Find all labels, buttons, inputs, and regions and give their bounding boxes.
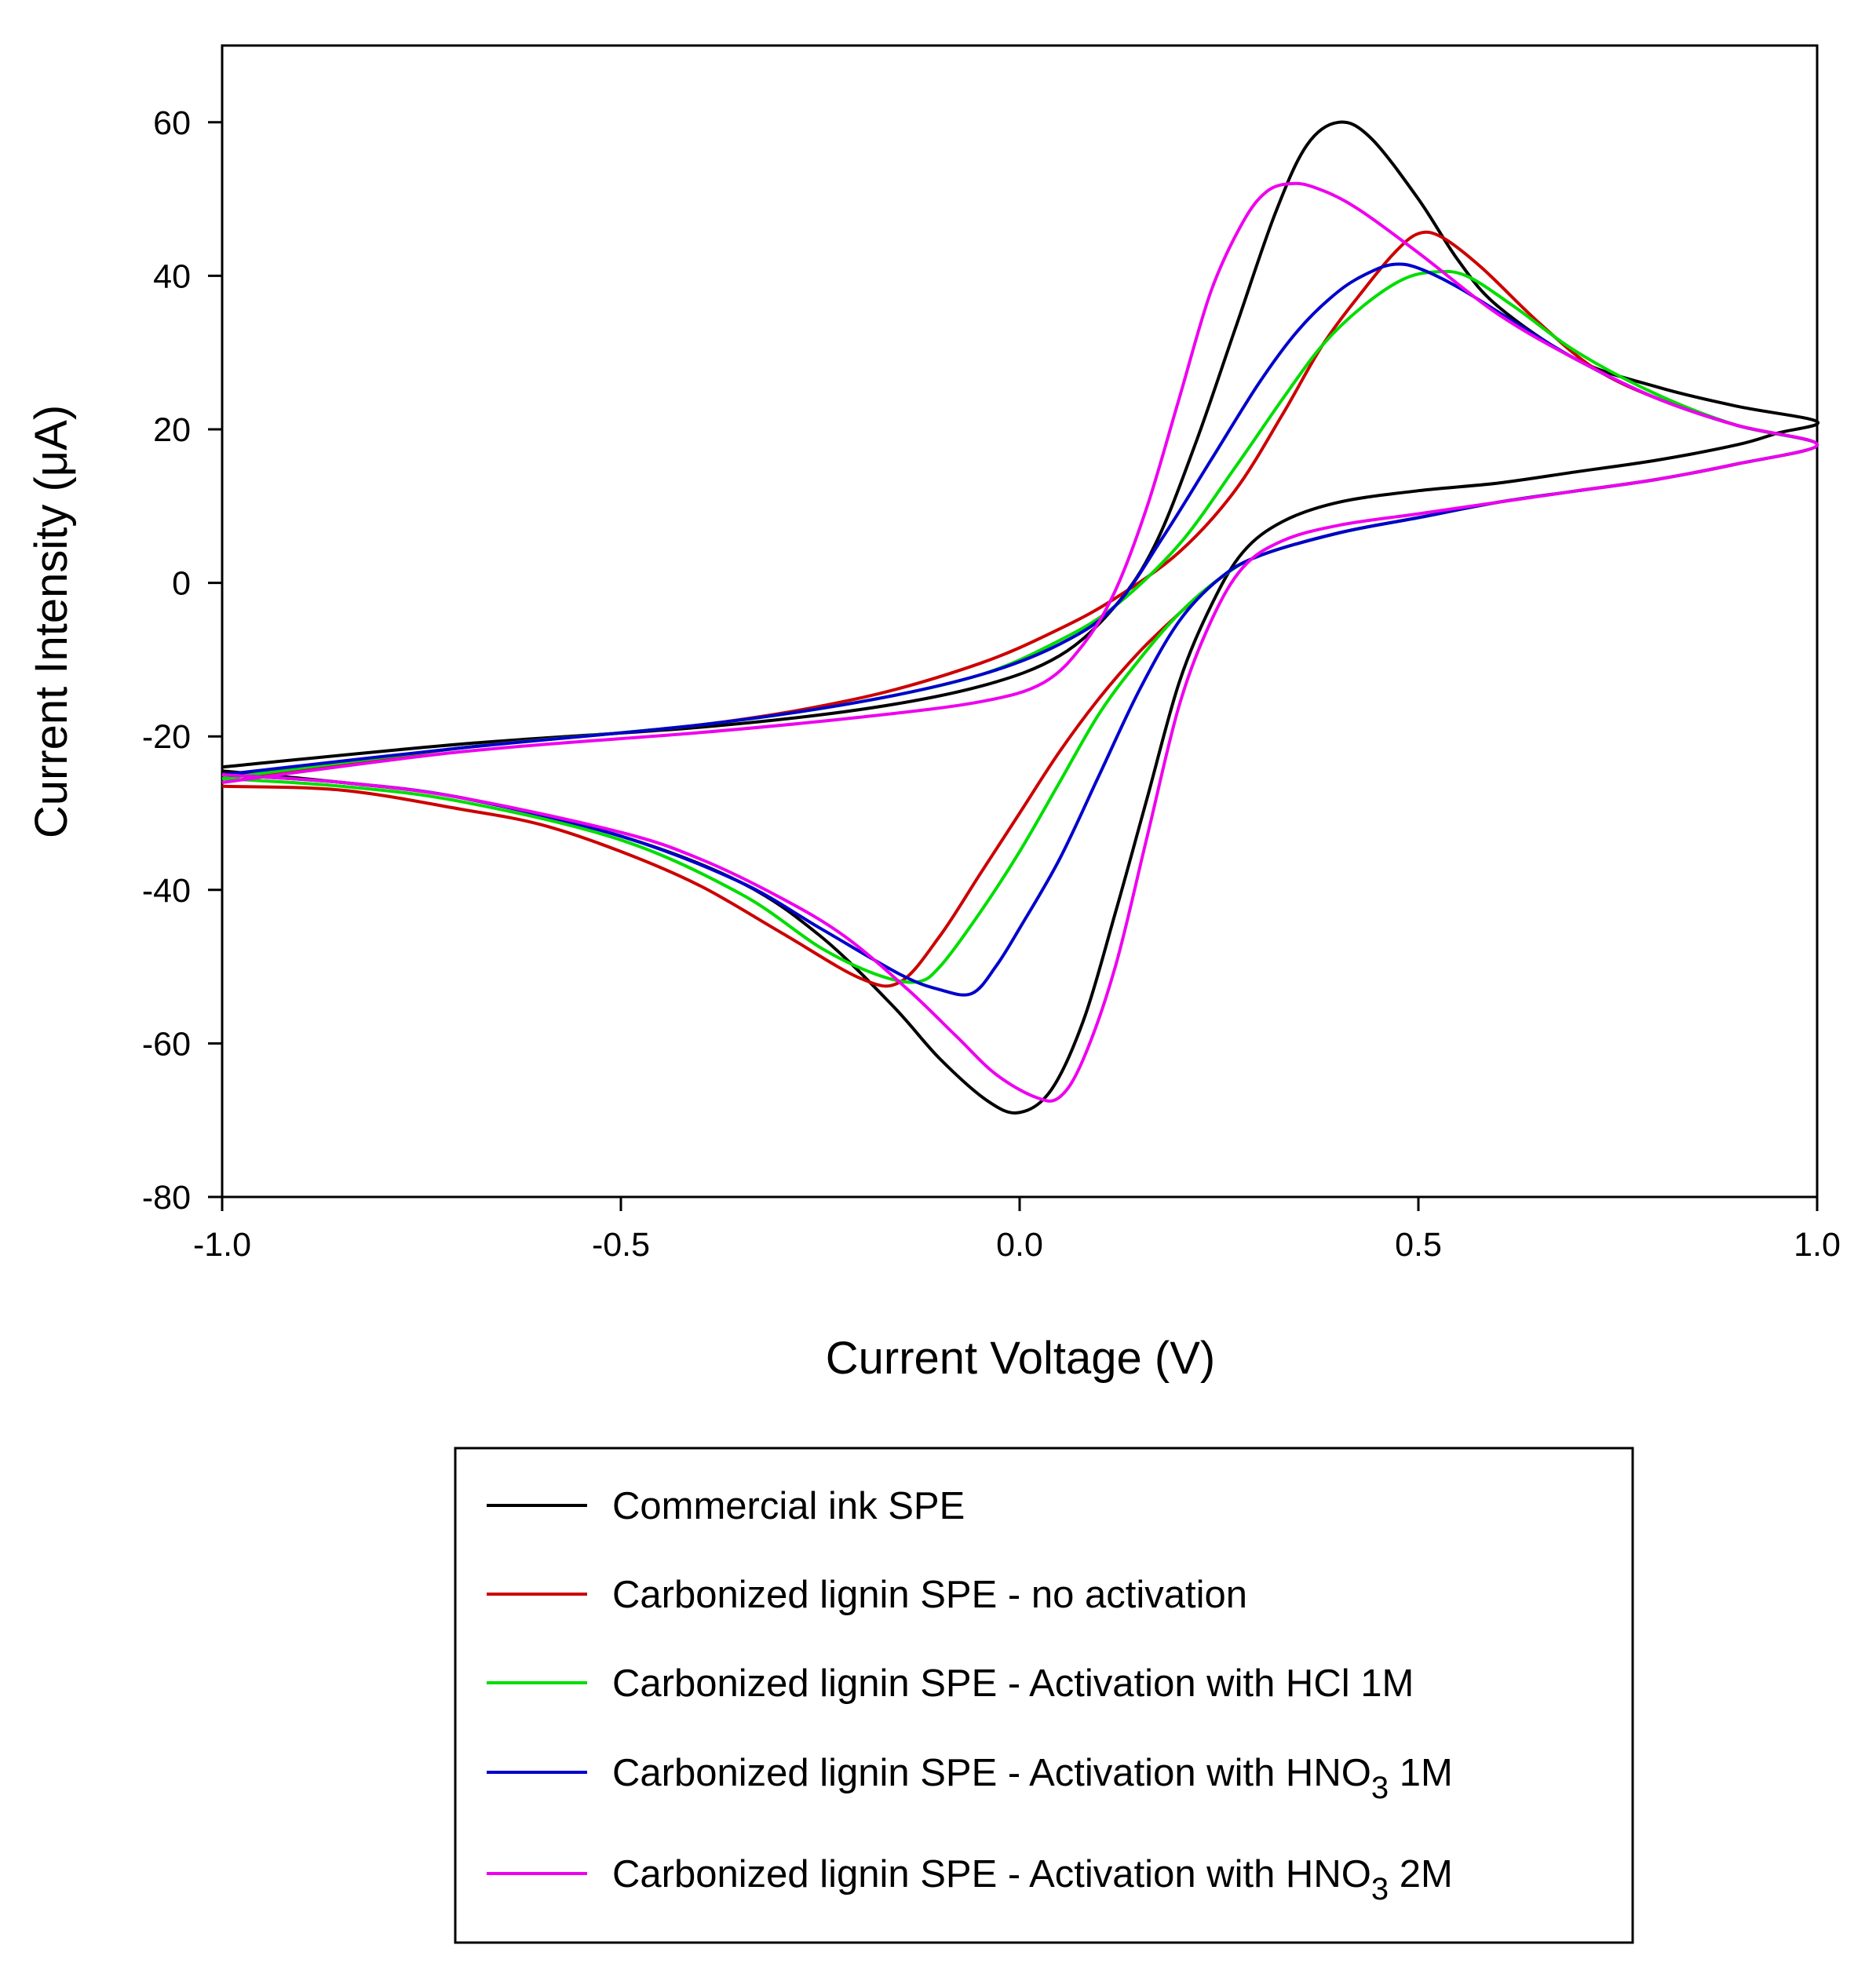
legend-label-main: Carbonized lignin SPE - Activation with … xyxy=(612,1662,1414,1705)
y-axis-title: Current Intensity (μA) xyxy=(26,405,77,838)
plot-frame xyxy=(221,44,1819,1199)
y-tick-label: 0 xyxy=(172,565,191,603)
y-tick-label: -60 xyxy=(142,1025,191,1063)
series-line-3 xyxy=(221,262,1819,997)
y-tick-label: -20 xyxy=(142,718,191,756)
curves xyxy=(221,120,1820,1115)
legend-label-3: Carbonized lignin SPE - Activation with … xyxy=(612,1752,1453,1805)
legend-label-main: Carbonized lignin SPE - Activation with … xyxy=(612,1853,1371,1896)
series-line-0 xyxy=(221,120,1820,1115)
legend-label-main: Commercial ink SPE xyxy=(612,1485,965,1527)
series-line-1 xyxy=(221,230,1819,988)
series-line-4 xyxy=(221,181,1819,1103)
legend-label-main: Carbonized lignin SPE - no activation xyxy=(612,1574,1247,1616)
x-tick-label: 0.5 xyxy=(1395,1226,1442,1264)
legend-items: Commercial ink SPE Carbonized lignin SPE … xyxy=(487,1485,1453,1906)
legend-label-4: Carbonized lignin SPE - Activation with … xyxy=(612,1853,1453,1906)
x-tick-label: -0.5 xyxy=(592,1226,650,1264)
legend-label-tail: 2M xyxy=(1389,1853,1453,1896)
y-tick-label: 40 xyxy=(153,257,191,295)
series-line-2 xyxy=(221,269,1819,984)
legend: Commercial ink SPE Carbonized lignin SPE … xyxy=(454,1447,1634,1944)
legend-label-subscript: 3 xyxy=(1371,1872,1389,1906)
legend-label-subscript: 3 xyxy=(1371,1771,1389,1805)
legend-label-1: Carbonized lignin SPE - no activation xyxy=(612,1574,1247,1616)
legend-label-2: Carbonized lignin SPE - Activation with … xyxy=(612,1662,1414,1705)
x-axis-title: Current Voltage (V) xyxy=(826,1333,1215,1384)
y-tick-label: -40 xyxy=(142,872,191,910)
legend-label-0: Commercial ink SPE xyxy=(612,1485,965,1527)
legend-label-tail: 1M xyxy=(1389,1752,1453,1794)
legend-label-main: Carbonized lignin SPE - Activation with … xyxy=(612,1752,1371,1794)
x-tick-label: 1.0 xyxy=(1794,1226,1841,1264)
legend-box xyxy=(454,1447,1634,1944)
y-tick-label: 60 xyxy=(153,104,191,142)
x-tick-label: -1.0 xyxy=(193,1226,251,1264)
y-tick-label: 20 xyxy=(153,411,191,449)
x-tick-label: 0.0 xyxy=(996,1226,1043,1264)
y-tick-label: -80 xyxy=(142,1179,191,1217)
axis-ticks: -1.0 -0.5 0.0 0.5 1.0 -80 -60 -40 -20 0 20 40 60 xyxy=(142,104,1841,1264)
